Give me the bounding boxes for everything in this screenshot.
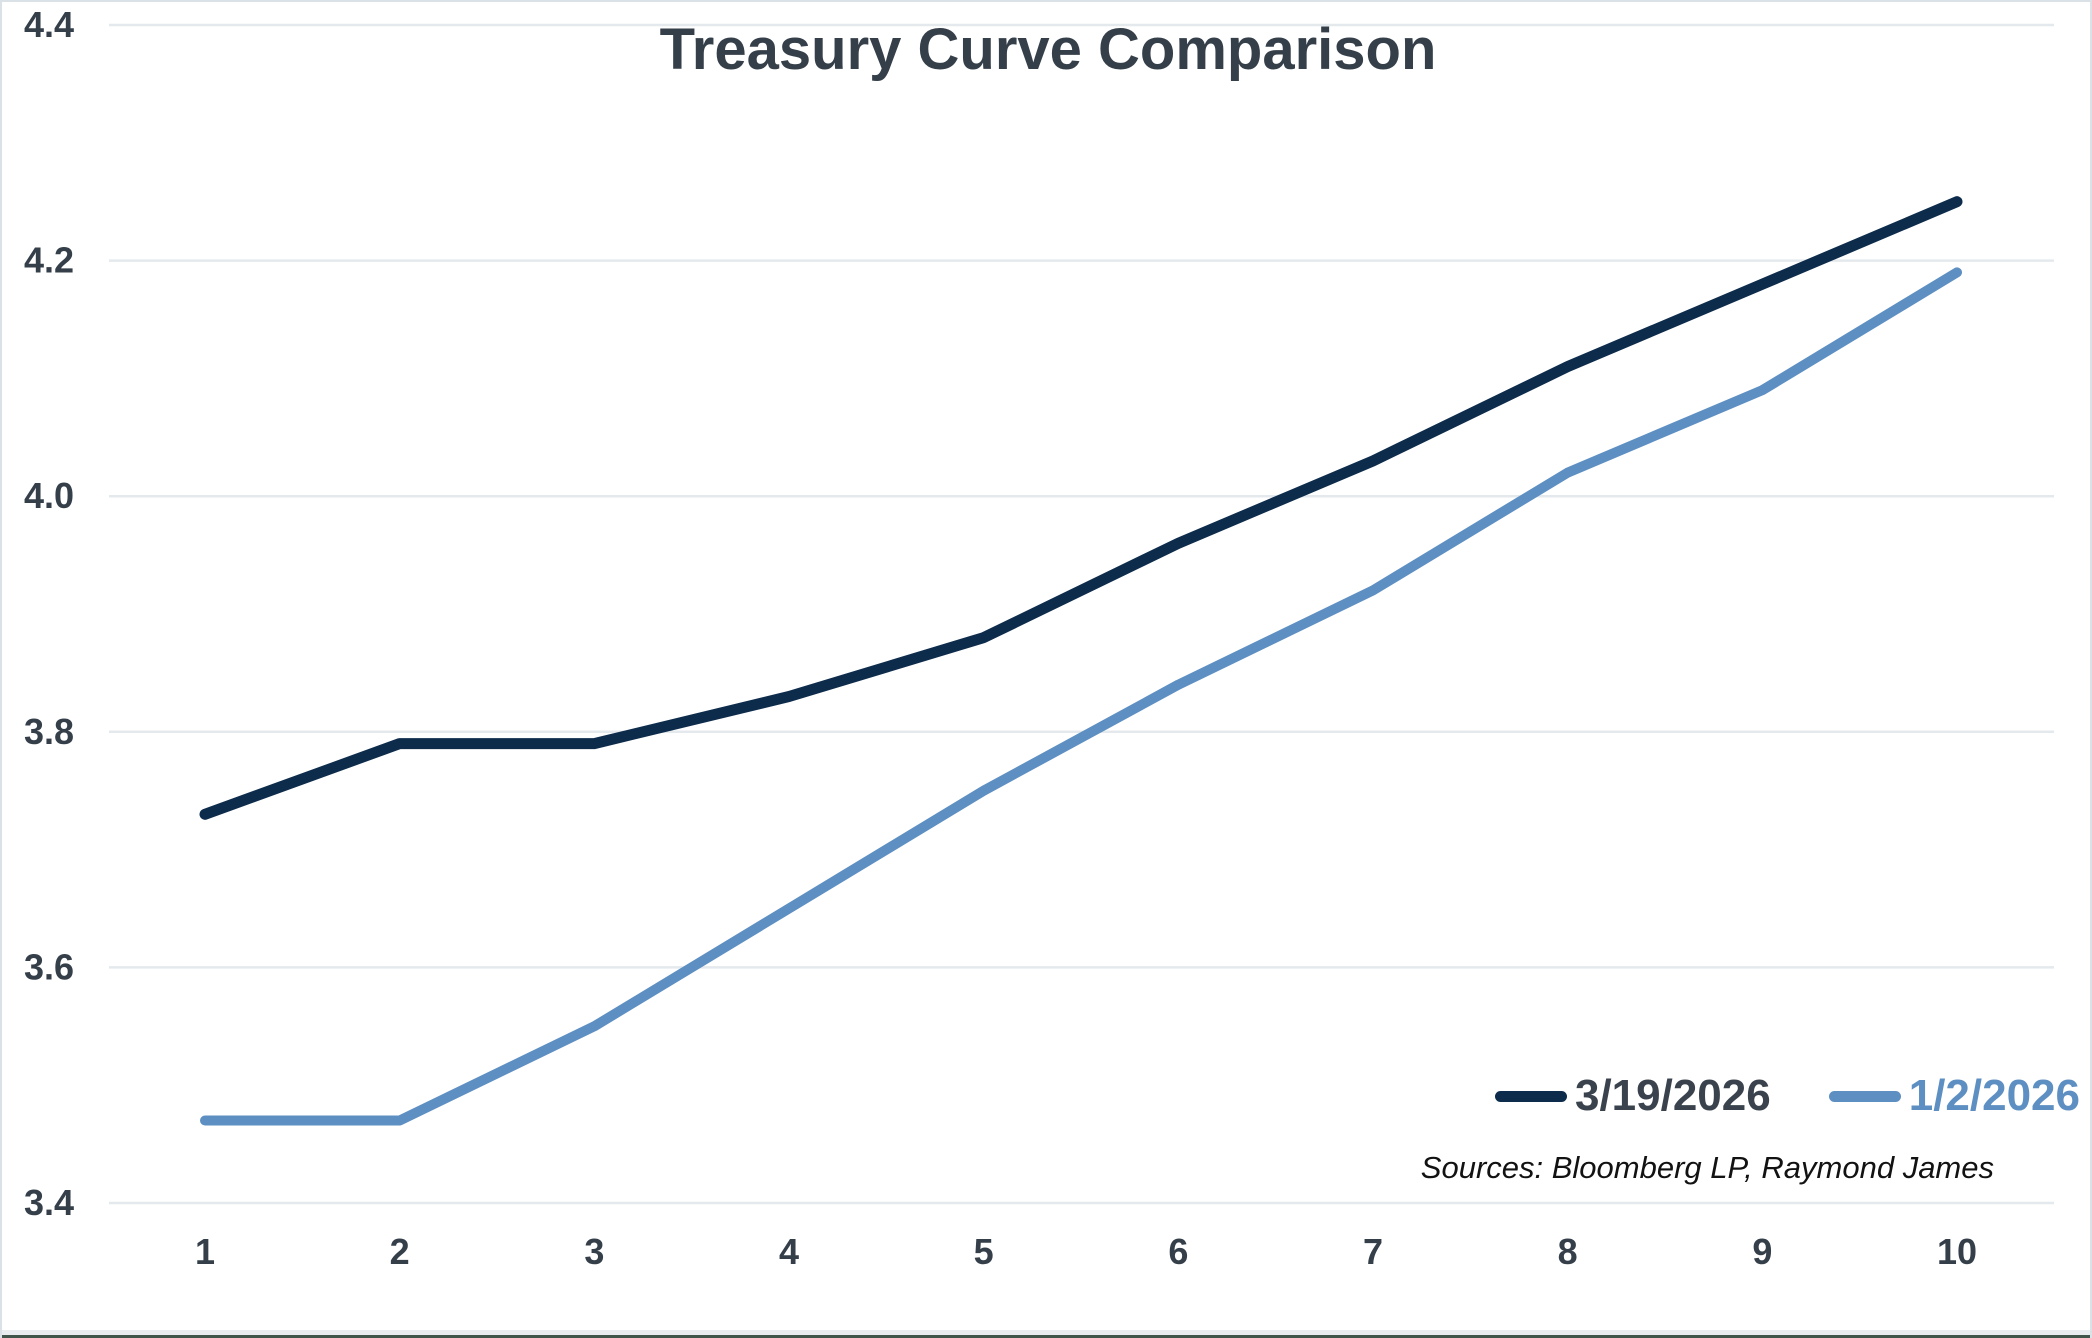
legend-item-series-1: 3/19/2026 — [1494, 1071, 1771, 1120]
x-tick-label-3: 3 — [584, 1231, 604, 1272]
x-tick-label-5: 5 — [974, 1231, 994, 1272]
legend-item-series-2: 1/2/2026 — [1828, 1071, 2080, 1120]
x-tick-label-9: 9 — [1752, 1231, 1772, 1272]
x-tick-label-1: 1 — [195, 1231, 215, 1272]
series-line-3-19-2026 — [199, 196, 1963, 820]
legend-label-series-2: 1/2/2026 — [1908, 1071, 2080, 1120]
y-tick-label-3.6: 3.6 — [24, 946, 74, 987]
x-tick-label-7: 7 — [1363, 1231, 1383, 1272]
legend-line-swatch-blue — [1828, 1090, 1901, 1102]
y-tick-label-3.8: 3.8 — [24, 711, 74, 752]
series-line-1-2-2026 — [200, 267, 1962, 1126]
x-tick-label-6: 6 — [1168, 1231, 1188, 1272]
x-tick-label-10: 10 — [1937, 1231, 1977, 1272]
y-tick-label-4.2: 4.2 — [24, 240, 74, 281]
legend-line-swatch-dark — [1494, 1090, 1567, 1102]
y-tick-label-3.4: 3.4 — [24, 1182, 74, 1223]
x-tick-label-8: 8 — [1558, 1231, 1578, 1272]
x-tick-label-4: 4 — [779, 1231, 799, 1272]
chart-title: Treasury Curve Comparison — [659, 17, 1437, 82]
legend-label-series-1: 3/19/2026 — [1574, 1071, 1771, 1120]
legend: 3/19/2026 1/2/2026 — [1494, 1071, 2080, 1120]
y-tick-label-4.4: 4.4 — [24, 4, 74, 45]
window-bottom-edge — [2, 1330, 2090, 1338]
y-tick-label-4.0: 4.0 — [24, 475, 74, 516]
sources-note: Sources: Bloomberg LP, Raymond James — [1420, 1150, 1994, 1185]
x-tick-label-2: 2 — [390, 1231, 410, 1272]
